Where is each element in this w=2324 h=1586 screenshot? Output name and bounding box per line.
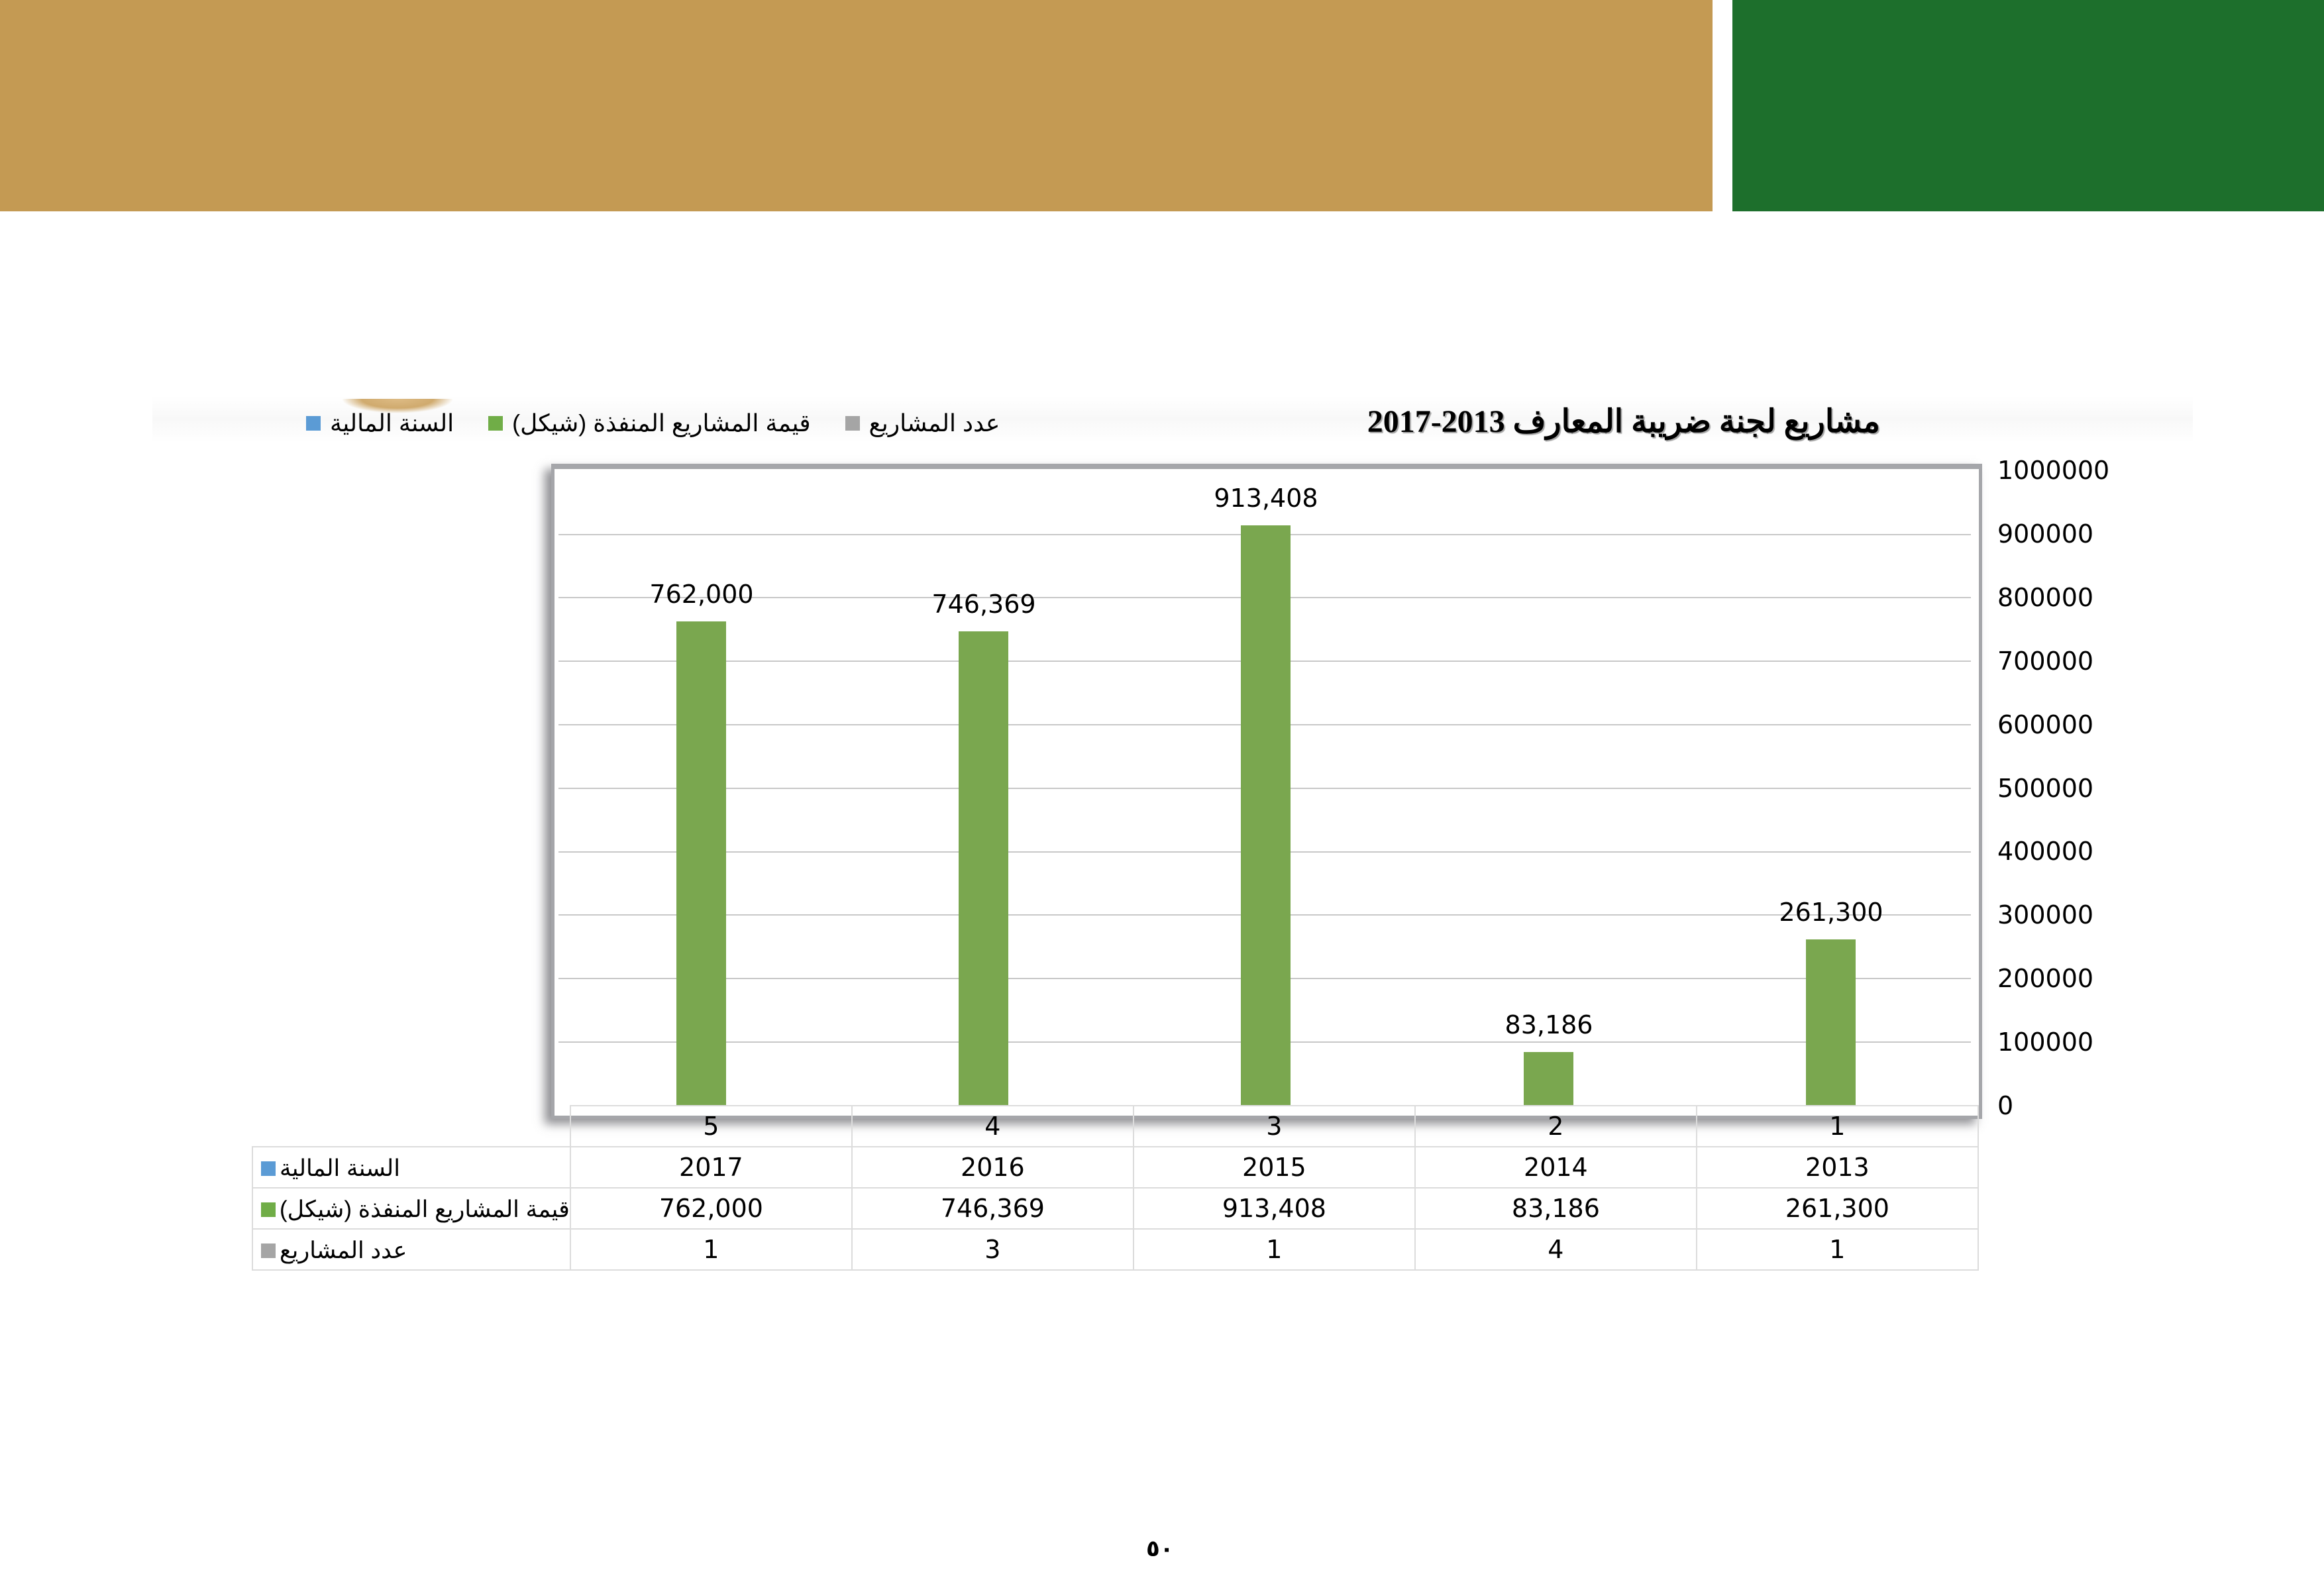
row-header: قيمة المشاريع المنفذة (شيكل) (252, 1187, 571, 1230)
legend-label: عدد المشاريع (869, 409, 1000, 437)
chart-data-table: 5 4 3 2 1 السنة المالية 2017 2016 2015 2… (252, 1105, 1979, 1271)
row-label: السنة المالية (280, 1155, 400, 1181)
y-tick: 200000 (1997, 964, 2094, 993)
plot-area: 762,000 746,369 913,408 83,186 261,300 (558, 470, 1971, 1105)
category-cell: 3 (1132, 1105, 1416, 1147)
table-row-project-count: عدد المشاريع 1 3 1 4 1 (252, 1228, 1979, 1271)
y-tick: 0 (1997, 1091, 2014, 1120)
y-tick: 700000 (1997, 647, 2094, 676)
legend-swatch-icon (488, 416, 503, 431)
legend-swatch-icon (306, 416, 321, 431)
bar-2017 (676, 621, 726, 1105)
table-cell: 2017 (569, 1146, 853, 1189)
table-cell: 762,000 (569, 1187, 853, 1230)
bar-label: 261,300 (1779, 898, 1883, 927)
blank-cell (252, 1106, 571, 1147)
table-cell: 2015 (1132, 1146, 1416, 1189)
table-cell: 1 (569, 1228, 853, 1271)
legend-item-project-count: عدد المشاريع (845, 409, 1000, 437)
table-cell: 83,186 (1414, 1187, 1697, 1230)
category-cell: 1 (1695, 1105, 1979, 1147)
chart-legend: السنة المالية قيمة المشاريع المنفذة (شيك… (306, 409, 1034, 437)
y-tick: 100000 (1997, 1028, 2094, 1057)
page-number: ٥٠ (1146, 1536, 1174, 1562)
y-tick: 400000 (1997, 837, 2094, 866)
row-swatch-icon (261, 1161, 276, 1176)
table-cell: 2013 (1695, 1146, 1979, 1189)
legend-swatch-icon (845, 416, 860, 431)
legend-label: قيمة المشاريع المنفذة (شيكل) (512, 409, 811, 437)
y-tick: 1000000 (1997, 456, 2110, 485)
table-cell: 2016 (851, 1146, 1134, 1189)
bar-2013 (1806, 939, 1856, 1105)
y-tick: 300000 (1997, 900, 2094, 929)
row-swatch-icon (261, 1202, 276, 1217)
bar-2016 (959, 631, 1008, 1105)
row-swatch-icon (261, 1243, 276, 1258)
bar-label: 746,369 (931, 590, 1036, 619)
row-header: عدد المشاريع (252, 1228, 571, 1271)
bar-label: 83,186 (1505, 1010, 1593, 1039)
row-label: قيمة المشاريع المنفذة (شيكل) (280, 1196, 570, 1222)
row-label: عدد المشاريع (280, 1238, 407, 1263)
table-cell: 4 (1414, 1228, 1697, 1271)
chart-title: مشاريع لجنة ضريبة المعارف 2013-2017 (1367, 404, 1880, 439)
y-tick: 900000 (1997, 519, 2094, 549)
y-tick: 500000 (1997, 774, 2094, 803)
table-cell: 913,408 (1132, 1187, 1416, 1230)
bar-label: 913,408 (1214, 484, 1318, 513)
table-row-fiscal-year: السنة المالية 2017 2016 2015 2014 2013 (252, 1146, 1979, 1189)
header-gold-band (0, 0, 1713, 211)
legend-label: السنة المالية (330, 409, 454, 437)
y-tick: 600000 (1997, 710, 2094, 739)
table-cell: 746,369 (851, 1187, 1134, 1230)
category-row: 5 4 3 2 1 (252, 1105, 1979, 1147)
bar-label: 762,000 (649, 580, 754, 609)
table-cell: 3 (851, 1228, 1134, 1271)
category-cell: 4 (851, 1105, 1134, 1147)
table-row-project-value: قيمة المشاريع المنفذة (شيكل) 762,000 746… (252, 1187, 1979, 1230)
table-cell: 261,300 (1695, 1187, 1979, 1230)
legend-item-project-value: قيمة المشاريع المنفذة (شيكل) (488, 409, 811, 437)
row-header: السنة المالية (252, 1146, 571, 1189)
y-tick: 800000 (1997, 583, 2094, 612)
legend-item-fiscal-year: السنة المالية (306, 409, 454, 437)
bar-2014 (1524, 1052, 1573, 1105)
emblem-icon (341, 399, 454, 413)
bar-2015 (1241, 525, 1291, 1105)
category-cell: 2 (1414, 1105, 1697, 1147)
table-cell: 1 (1695, 1228, 1979, 1271)
table-cell: 2014 (1414, 1146, 1697, 1189)
category-cell: 5 (569, 1105, 853, 1147)
header-green-band (1732, 0, 2324, 211)
table-cell: 1 (1132, 1228, 1416, 1271)
